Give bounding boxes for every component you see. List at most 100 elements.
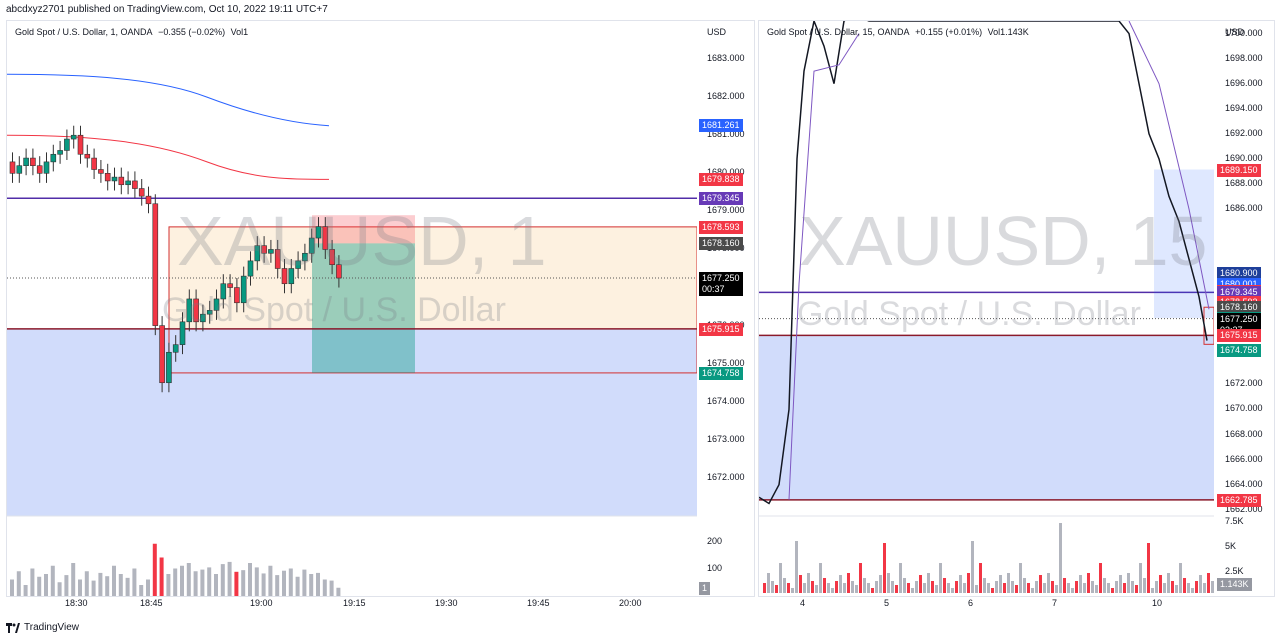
- volume-bar: [1143, 578, 1146, 593]
- candle-body: [30, 157, 36, 166]
- volume-bar: [791, 588, 794, 593]
- candle-body: [281, 268, 288, 285]
- volume-bar: [871, 588, 874, 593]
- right-position-zone: [1154, 169, 1214, 318]
- left-time-tick: 19:00: [250, 598, 273, 608]
- volume-bar: [971, 541, 974, 593]
- volume-bar: [10, 579, 14, 596]
- left-price-tick: 1674.000: [707, 395, 745, 406]
- volume-bar: [1075, 581, 1078, 593]
- volume-bar: [132, 568, 137, 596]
- volume-bar: [316, 572, 320, 596]
- tradingview-logo[interactable]: TradingView: [6, 622, 79, 633]
- left-time-tick: 19:15: [343, 598, 366, 608]
- volume-bar: [983, 578, 986, 593]
- volume-bar: [98, 572, 103, 596]
- right-volume-tick: 2.5K: [1225, 566, 1244, 576]
- left-price-tag: 1677.250 00:37: [699, 272, 743, 297]
- right-price-tick: 1670.000: [1225, 403, 1263, 414]
- volume-bar: [959, 575, 962, 593]
- demand-zone: [7, 328, 697, 516]
- volume-bar: [771, 581, 774, 593]
- candle-body: [240, 275, 247, 304]
- volume-bar: [146, 579, 150, 596]
- left-chart-panel[interactable]: XAUUSD, 1 Gold Spot / U.S. Dollar Gold S…: [6, 20, 755, 608]
- candle-body: [125, 180, 131, 186]
- candle-body: [200, 313, 206, 323]
- right-price-tick: 1666.000: [1225, 453, 1263, 464]
- candle-body: [179, 321, 186, 345]
- left-time-tick: 20:00: [619, 598, 642, 608]
- volume-bar: [1083, 583, 1086, 593]
- volume-bar: [309, 574, 314, 596]
- volume-bar: [1163, 583, 1166, 593]
- left-volume-tick: 200: [707, 536, 723, 546]
- volume-bar: [1195, 581, 1198, 593]
- volume-bar: [1015, 585, 1018, 593]
- volume-bar: [975, 585, 978, 593]
- left-legend-change: −0.355 (−0.02%): [158, 27, 226, 37]
- volume-bar: [999, 575, 1002, 593]
- candle-body: [172, 344, 179, 353]
- volume-bar: [295, 576, 300, 596]
- price-axis-bg: [697, 21, 754, 596]
- ma-purple: [788, 33, 860, 500]
- volume-bar: [883, 543, 886, 593]
- volume-bar: [1019, 563, 1022, 593]
- right-chart-panel[interactable]: XAUUSD, 15 Gold Spot / U.S. Dollar Gold …: [758, 20, 1275, 608]
- price-series: [759, 21, 1208, 505]
- volume-bar: [851, 581, 854, 593]
- volume-bar: [895, 585, 898, 593]
- volume-bar: [1187, 583, 1190, 593]
- volume-bar: [322, 579, 327, 596]
- volume-bar: [1175, 585, 1178, 593]
- volume-bar: [827, 583, 830, 593]
- volume-bar: [105, 576, 110, 596]
- candle-body: [98, 169, 104, 174]
- left-chart-svg[interactable]: [7, 21, 754, 596]
- right-price-tag: 1680.900: [1217, 266, 1261, 280]
- volume-bar: [835, 581, 838, 593]
- volume-bar: [71, 563, 76, 596]
- volume-bar: [915, 581, 918, 593]
- left-price-tag: 1678.593: [699, 220, 743, 234]
- candle-body: [254, 245, 261, 262]
- candle-body: [152, 203, 159, 326]
- volume-bar: [799, 575, 802, 593]
- candle-body: [36, 165, 43, 174]
- volume-bar: [23, 585, 28, 596]
- left-time-tick: 18:30: [65, 598, 88, 608]
- volume-bar: [891, 581, 894, 593]
- volume-bar: [1203, 583, 1206, 593]
- candle-body: [84, 153, 91, 159]
- volume-bar: [1067, 583, 1070, 593]
- right-time-tick: 4: [800, 598, 806, 608]
- volume-bar: [241, 570, 246, 596]
- right-price-tick: 1662.000: [1225, 503, 1263, 514]
- candle-body: [220, 283, 227, 300]
- candle-body: [43, 161, 50, 174]
- volume-bar: [1171, 581, 1174, 593]
- right-price-tick: 1696.000: [1225, 77, 1263, 88]
- right-price-tick: 1700.000: [1225, 27, 1263, 38]
- volume-bar: [1039, 575, 1042, 593]
- left-price-tick: 1673.000: [707, 433, 745, 444]
- volume-bar: [234, 571, 239, 596]
- volume-bar: [220, 564, 225, 596]
- volume-bar: [78, 579, 82, 596]
- volume-bar: [1127, 573, 1130, 593]
- volume-bar: [112, 565, 116, 596]
- ma-purple-right: [1128, 21, 1210, 310]
- volume-bar: [803, 583, 806, 593]
- volume-bar: [787, 583, 790, 593]
- candle-body: [111, 176, 118, 182]
- candle-body: [336, 264, 342, 279]
- volume-bar: [207, 567, 212, 596]
- volume-bar: [795, 541, 798, 593]
- volume-bar: [1123, 583, 1126, 593]
- candle-body: [186, 298, 193, 323]
- right-price-tag: 1675.915: [1217, 329, 1261, 343]
- left-price-tag: 1679.838: [699, 173, 743, 187]
- ma-blue: [7, 73, 330, 127]
- volume-bar: [867, 583, 870, 593]
